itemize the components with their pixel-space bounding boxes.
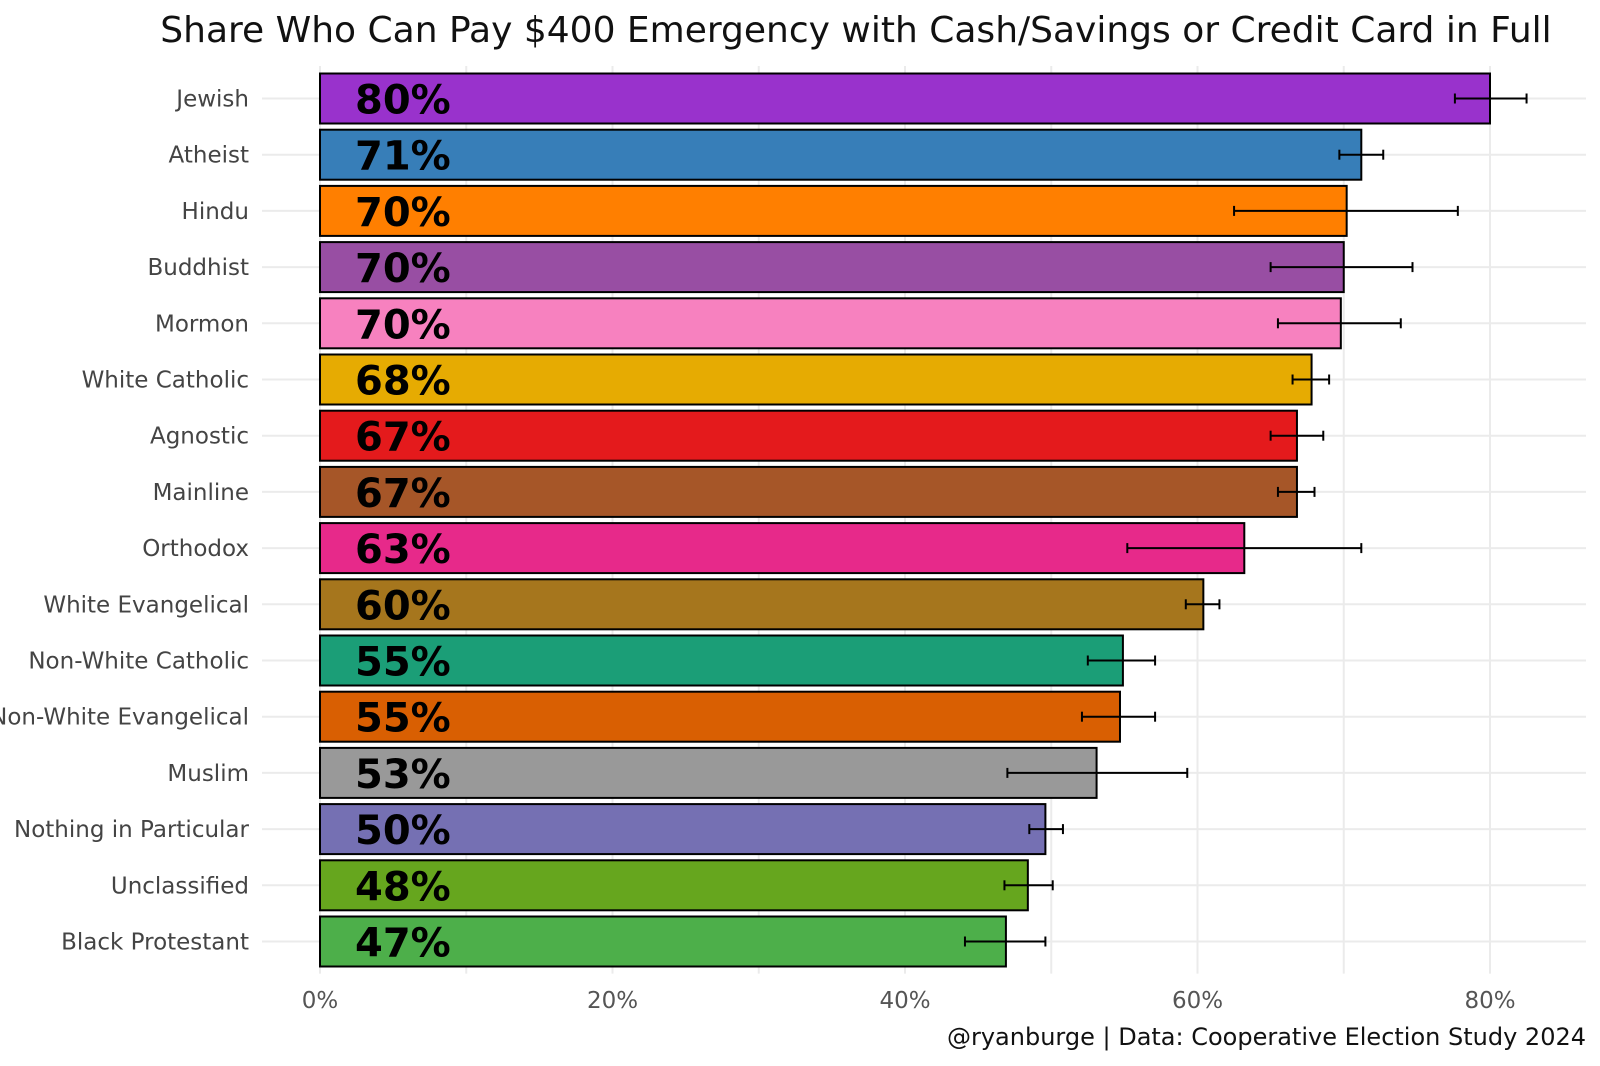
value-label: 50% [355,808,451,854]
x-axis-tick-labels: 0% 20% 40% 60% 80% [302,988,1516,1014]
bar [319,128,1363,181]
x-tick-label: 0% [302,988,339,1014]
error-bars [963,93,1528,947]
y-axis-label: Hindu [182,199,249,225]
value-label: 68% [355,359,451,405]
y-axis-label: Mormon [155,311,249,337]
value-label: 67% [355,471,451,517]
y-axis-label: Agnostic [150,424,249,450]
y-axis-label: Unclassified [111,873,249,899]
bar [319,465,1298,518]
value-label: 70% [355,302,451,348]
bar [319,522,1246,575]
value-label: 53% [355,752,451,798]
bar [319,859,1029,912]
bar [319,353,1313,406]
bar [319,241,1345,294]
value-labels: 80% 71% 70% 70% 70% 68% 67% 67% 63% 60% 55% 55% 53% 5… [355,78,451,967]
value-label: 70% [355,246,451,292]
value-label: 55% [355,696,451,742]
y-axis-label: Mainline [153,480,249,506]
bar [319,634,1124,687]
y-axis-label: Nothing in Particular [14,817,250,843]
value-label: 70% [355,190,451,236]
x-tick-label: 40% [879,988,930,1014]
bar [319,72,1491,125]
chart-caption: @ryanburge | Data: Cooperative Election … [947,1023,1586,1051]
y-axis-label: Muslim [167,761,249,787]
value-label: 80% [355,78,451,124]
value-label: 60% [355,583,451,629]
value-label: 71% [355,134,451,180]
x-tick-label: 60% [1172,988,1223,1014]
y-axis-label: Non-White Evangelical [0,705,249,731]
value-label: 55% [355,640,451,686]
y-axis-label: Buddhist [147,255,249,281]
bar [319,746,1098,799]
bars [319,72,1491,968]
value-label: 67% [355,415,451,461]
y-axis-label: Non-White Catholic [28,649,249,675]
bar [319,690,1121,743]
value-label: 47% [355,921,451,967]
y-axis-label: Black Protestant [61,930,249,956]
y-axis-label: White Catholic [82,368,249,394]
chart-title: Share Who Can Pay $400 Emergency with Ca… [160,10,1551,51]
y-axis-label: White Evangelical [43,592,249,618]
bar [319,578,1205,631]
bar [319,803,1047,856]
y-axis-label: Orthodox [142,536,249,562]
y-axis-label: Atheist [169,143,249,169]
x-tick-label: 20% [587,988,638,1014]
x-tick-label: 80% [1464,988,1515,1014]
y-axis-labels: Jewish Atheist Hindu Buddhist Mormon White Ca… [0,87,250,956]
bar [319,297,1342,350]
y-axis-label: Jewish [174,87,249,113]
value-label: 63% [355,527,451,573]
bar [319,184,1348,237]
bar [319,409,1298,462]
value-label: 48% [355,864,451,910]
